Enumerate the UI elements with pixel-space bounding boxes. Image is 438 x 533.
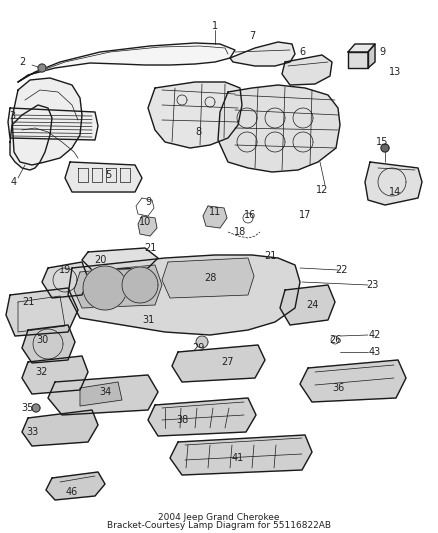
Polygon shape bbox=[348, 44, 375, 52]
Text: 13: 13 bbox=[389, 67, 401, 77]
Text: 1: 1 bbox=[212, 21, 218, 31]
Text: 35: 35 bbox=[22, 403, 34, 413]
Polygon shape bbox=[300, 360, 406, 402]
Polygon shape bbox=[46, 472, 105, 500]
Text: 28: 28 bbox=[204, 273, 216, 283]
Polygon shape bbox=[148, 82, 242, 148]
Text: 19: 19 bbox=[59, 265, 71, 275]
Polygon shape bbox=[162, 258, 254, 298]
Polygon shape bbox=[230, 42, 295, 66]
Text: 14: 14 bbox=[389, 187, 401, 197]
Text: 8: 8 bbox=[195, 127, 201, 137]
Polygon shape bbox=[196, 336, 208, 348]
Text: 41: 41 bbox=[232, 453, 244, 463]
Polygon shape bbox=[282, 55, 332, 85]
Polygon shape bbox=[18, 43, 235, 82]
Text: 29: 29 bbox=[192, 343, 204, 353]
Text: 46: 46 bbox=[66, 487, 78, 497]
Text: 7: 7 bbox=[249, 31, 255, 41]
Text: 15: 15 bbox=[376, 137, 388, 147]
Text: 10: 10 bbox=[139, 217, 151, 227]
Polygon shape bbox=[32, 404, 40, 412]
Text: 27: 27 bbox=[222, 357, 234, 367]
Text: 6: 6 bbox=[299, 47, 305, 57]
Text: 2: 2 bbox=[19, 57, 25, 67]
Text: 34: 34 bbox=[99, 387, 111, 397]
Text: 21: 21 bbox=[144, 243, 156, 253]
Text: 17: 17 bbox=[299, 210, 311, 220]
Polygon shape bbox=[218, 85, 340, 172]
Polygon shape bbox=[22, 356, 88, 394]
Text: 36: 36 bbox=[332, 383, 344, 393]
Text: 21: 21 bbox=[264, 251, 276, 261]
Polygon shape bbox=[10, 105, 52, 170]
Text: 32: 32 bbox=[36, 367, 48, 377]
Text: 4: 4 bbox=[11, 177, 17, 187]
Text: 3: 3 bbox=[9, 111, 15, 121]
Polygon shape bbox=[381, 144, 389, 152]
Text: 16: 16 bbox=[244, 210, 256, 220]
Polygon shape bbox=[172, 345, 265, 382]
Text: 22: 22 bbox=[336, 265, 348, 275]
Text: 9: 9 bbox=[379, 47, 385, 57]
Text: Bracket-Courtesy Lamp Diagram for 55116822AB: Bracket-Courtesy Lamp Diagram for 551168… bbox=[107, 521, 331, 530]
Polygon shape bbox=[38, 64, 46, 72]
Text: 33: 33 bbox=[26, 427, 38, 437]
Text: 31: 31 bbox=[142, 315, 154, 325]
Polygon shape bbox=[8, 108, 98, 140]
Polygon shape bbox=[170, 435, 312, 475]
Text: 23: 23 bbox=[366, 280, 378, 290]
Text: 11: 11 bbox=[209, 207, 221, 217]
Text: 5: 5 bbox=[105, 170, 111, 180]
Text: 18: 18 bbox=[234, 227, 246, 237]
Polygon shape bbox=[122, 267, 158, 303]
Polygon shape bbox=[12, 78, 82, 165]
Polygon shape bbox=[74, 265, 162, 308]
Polygon shape bbox=[22, 325, 75, 363]
Polygon shape bbox=[22, 410, 98, 446]
Text: 24: 24 bbox=[306, 300, 318, 310]
Polygon shape bbox=[365, 162, 422, 205]
Text: 43: 43 bbox=[369, 347, 381, 357]
Polygon shape bbox=[42, 262, 88, 298]
Polygon shape bbox=[83, 266, 127, 310]
Polygon shape bbox=[80, 382, 122, 406]
Text: 12: 12 bbox=[316, 185, 328, 195]
Polygon shape bbox=[82, 248, 158, 270]
Polygon shape bbox=[203, 206, 227, 228]
Text: 21: 21 bbox=[22, 297, 34, 307]
Text: 2004 Jeep Grand Cherokee: 2004 Jeep Grand Cherokee bbox=[158, 513, 280, 522]
Polygon shape bbox=[348, 52, 368, 68]
Polygon shape bbox=[148, 398, 256, 436]
Text: 20: 20 bbox=[94, 255, 106, 265]
Text: 26: 26 bbox=[329, 335, 341, 345]
Polygon shape bbox=[65, 162, 142, 192]
Polygon shape bbox=[6, 288, 78, 336]
Text: 30: 30 bbox=[36, 335, 48, 345]
Polygon shape bbox=[368, 44, 375, 68]
Polygon shape bbox=[280, 285, 335, 325]
Text: 9: 9 bbox=[145, 197, 151, 207]
Polygon shape bbox=[48, 375, 158, 415]
Text: 42: 42 bbox=[369, 330, 381, 340]
Polygon shape bbox=[138, 216, 157, 236]
Text: 38: 38 bbox=[176, 415, 188, 425]
Polygon shape bbox=[68, 255, 300, 335]
